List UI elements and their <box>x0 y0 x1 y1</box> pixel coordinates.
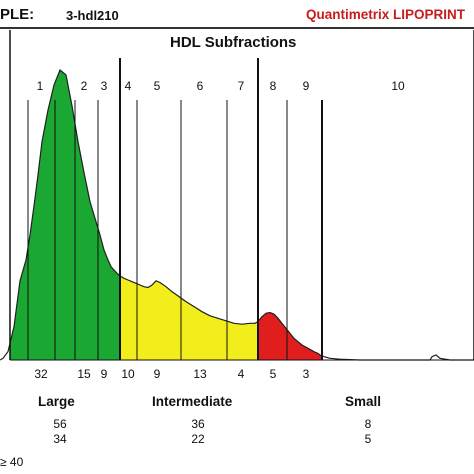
summary-small-heading: Small <box>345 394 382 409</box>
band-value-1: 15 <box>77 367 91 378</box>
sample-id: 3-hdl210 <box>66 8 119 23</box>
band-value-0: 32 <box>34 367 48 378</box>
region-fill-intermediate <box>120 275 258 360</box>
band-label-1: 1 <box>37 79 44 93</box>
band-label-6: 6 <box>197 79 204 93</box>
summary-small-row2: 5 <box>364 432 372 446</box>
summary-intermediate-heading: Intermediate <box>152 394 233 409</box>
threshold-note: ≥ 40 <box>0 455 24 469</box>
summary-table: Large Intermediate Small 56 36 8 34 22 5 <box>0 392 474 474</box>
summary-large-row1: 56 <box>53 417 67 431</box>
report-header: PLE: 3-hdl210 Quantimetrix LIPOPRINT <box>0 0 474 29</box>
band-label-7: 7 <box>238 79 245 93</box>
summary-large-heading: Large <box>38 394 75 409</box>
summary-intermediate-row1: 36 <box>191 417 205 431</box>
header-divider <box>0 27 474 29</box>
band-label-9: 9 <box>303 79 310 93</box>
profile-curve <box>0 69 474 361</box>
summary-large-row2: 34 <box>53 432 67 446</box>
band-value-2: 9 <box>101 367 108 378</box>
summary-small-row1: 8 <box>364 417 372 431</box>
summary-intermediate-row2: 22 <box>191 432 205 446</box>
region-fill-large <box>10 70 120 360</box>
band-value-4: 9 <box>154 367 161 378</box>
chart-title: HDL Subfractions <box>170 34 297 51</box>
band-value-6: 4 <box>238 367 245 378</box>
band-value-7: 5 <box>270 367 277 378</box>
band-label-2: 2 <box>81 79 88 93</box>
band-label-3: 3 <box>101 79 108 93</box>
band-label-10: 10 <box>391 79 405 93</box>
band-value-5: 13 <box>193 367 207 378</box>
region-fill-small <box>258 312 322 360</box>
band-value-8: 3 <box>303 367 310 378</box>
band-label-5: 5 <box>154 79 161 93</box>
band-value-3: 10 <box>121 367 135 378</box>
band-label-4: 4 <box>125 79 132 93</box>
brand-name: Quantimetrix LIPOPRINT <box>306 7 466 22</box>
band-label-8: 8 <box>270 79 277 93</box>
sample-label: PLE: <box>0 6 35 23</box>
